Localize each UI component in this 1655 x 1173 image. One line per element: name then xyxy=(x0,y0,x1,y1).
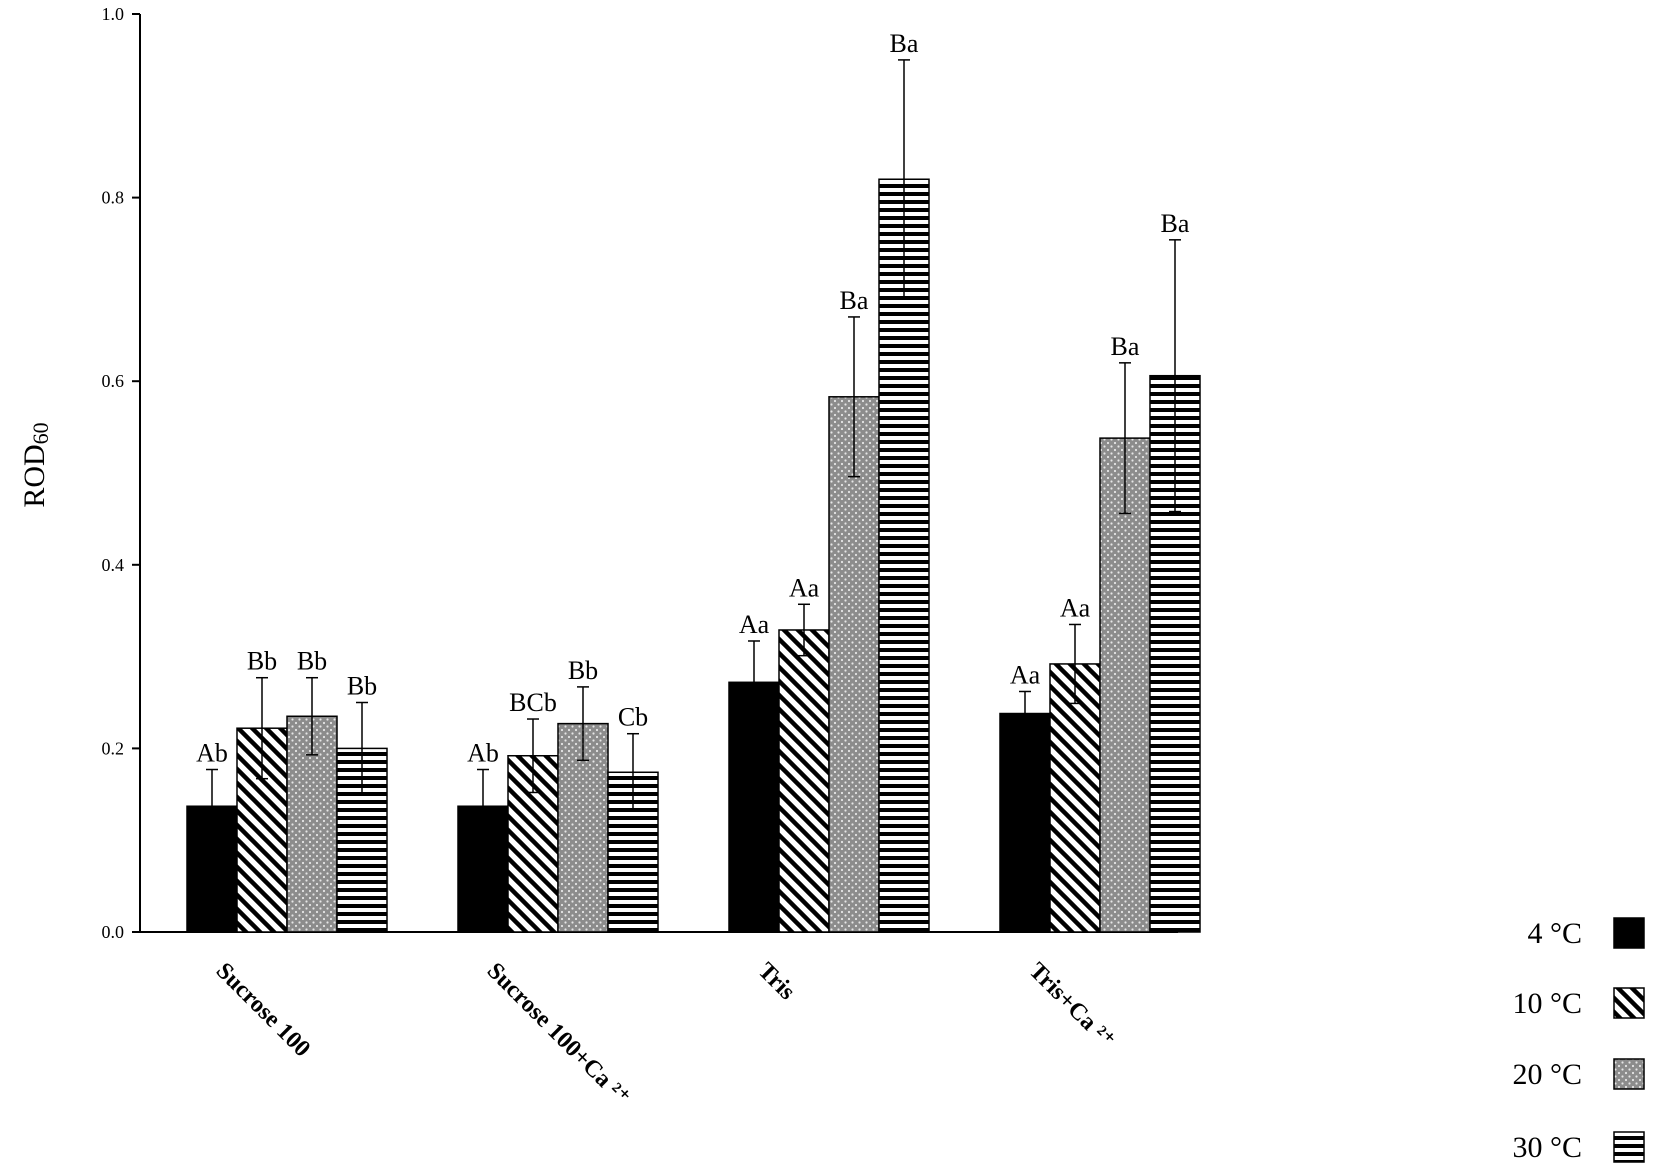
data-label: Aa xyxy=(1010,660,1041,689)
data-label: Ba xyxy=(840,286,869,315)
legend-label: 30 °C xyxy=(1512,1131,1582,1164)
legend: 4 °C 10 °C 20 °C 30 °C xyxy=(1512,917,1645,1164)
y-tick-label: 1.0 xyxy=(102,4,125,24)
y-tick-label: 0.4 xyxy=(102,555,125,575)
data-label: Aa xyxy=(739,610,770,639)
x-tick-label: Sucrose 100 xyxy=(211,958,315,1062)
data-label: Aa xyxy=(789,573,820,602)
bar xyxy=(999,712,1051,933)
error-bar xyxy=(356,701,368,796)
legend-label: 20 °C xyxy=(1512,1058,1582,1091)
x-tick-label: Tris+Ca ²⁺ xyxy=(1024,958,1120,1054)
legend-item: 4 °C xyxy=(1527,917,1645,950)
bar xyxy=(336,747,388,933)
bar xyxy=(778,629,830,933)
significance-labels: Ab Bb Bb Bb Ab BCb Bb Cb Aa Aa Ba Ba Aa Aa Ba Ba xyxy=(196,29,1190,768)
error-bar xyxy=(1069,623,1081,705)
x-tick-label: Sucrose 100+Ca ²⁺ xyxy=(482,958,635,1111)
bar xyxy=(1099,437,1151,933)
data-label: Cb xyxy=(618,703,648,732)
bars xyxy=(186,178,1201,933)
error-bar xyxy=(1169,239,1181,513)
legend-item: 30 °C xyxy=(1512,1131,1645,1164)
error-bar xyxy=(256,676,268,780)
legend-swatch xyxy=(1613,917,1645,949)
bar xyxy=(878,178,930,933)
y-tick-label: 0.6 xyxy=(102,371,125,391)
data-label: Bb xyxy=(247,647,277,676)
legend-item: 20 °C xyxy=(1512,1058,1645,1091)
error-bar xyxy=(798,603,810,657)
data-label: Ba xyxy=(890,29,919,58)
error-bar xyxy=(306,676,318,756)
y-axis-ticks: 0.0 0.2 0.4 0.6 0.8 1.0 xyxy=(102,4,140,942)
legend-label: 4 °C xyxy=(1527,917,1582,950)
y-tick-label: 0.8 xyxy=(102,188,125,208)
error-bar xyxy=(748,640,760,725)
bar xyxy=(1049,663,1101,933)
data-label: Ba xyxy=(1111,332,1140,361)
error-bar xyxy=(1119,362,1131,515)
legend-swatch xyxy=(1613,1058,1645,1090)
legend-item: 10 °C xyxy=(1512,987,1645,1020)
x-tick-label: Tris xyxy=(753,958,800,1005)
error-bar xyxy=(206,768,218,844)
y-tick-label: 0.2 xyxy=(102,738,125,758)
error-bar xyxy=(477,768,489,844)
error-bar xyxy=(527,718,539,794)
y-tick-label: 0.0 xyxy=(102,922,125,942)
error-bar xyxy=(898,59,910,300)
y-axis-label: ROD60 xyxy=(18,422,53,507)
error-bar xyxy=(848,316,860,478)
data-label: Bb xyxy=(568,656,598,685)
error-bar xyxy=(1019,690,1031,737)
legend-label: 10 °C xyxy=(1512,987,1582,1020)
data-label: Bb xyxy=(347,672,377,701)
error-bars xyxy=(206,59,1181,844)
error-bar xyxy=(627,732,639,812)
data-label: BCb xyxy=(509,688,557,717)
legend-swatch xyxy=(1613,1131,1645,1163)
legend-swatch xyxy=(1613,987,1645,1019)
data-label: Ab xyxy=(196,739,228,768)
data-label: Aa xyxy=(1060,593,1091,622)
x-axis-category-labels: Sucrose 100 Sucrose 100+Ca ²⁺ Tris Tris+Ca … xyxy=(211,958,1120,1111)
error-bar xyxy=(577,686,589,762)
data-label: Bb xyxy=(297,647,327,676)
data-label: Ba xyxy=(1161,209,1190,238)
data-label: Ab xyxy=(467,739,499,768)
